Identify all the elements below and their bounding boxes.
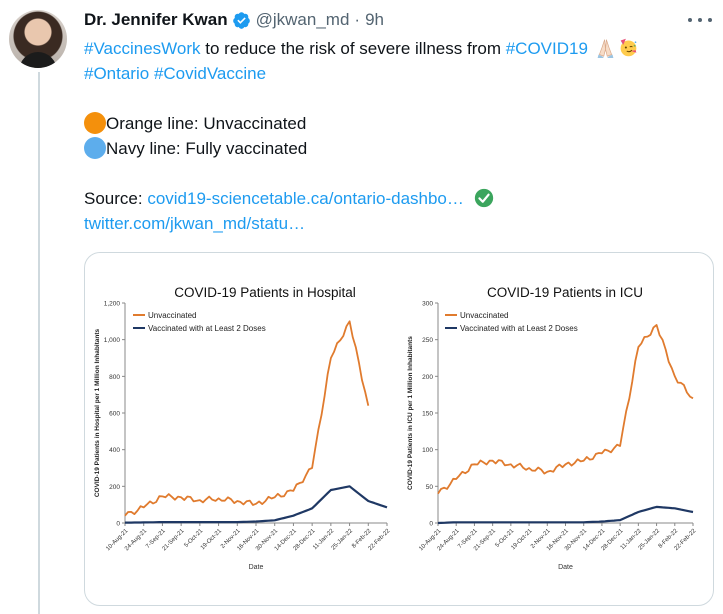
thread-line xyxy=(38,72,40,614)
icu-y-tick-label: 300 xyxy=(422,301,433,308)
tweet-text: #VaccinesWork to reduce the risk of seve… xyxy=(84,36,714,236)
twitter-link-line: twitter.com/jkwan_md/statu… xyxy=(84,211,714,236)
legend-navy-text: Navy line: Fully vaccinated xyxy=(106,139,308,158)
icu-series-unvaccinated-line xyxy=(437,324,694,495)
hospital-y-tick-label: 0 xyxy=(116,521,120,528)
hospital-y-tick-label: 800 xyxy=(109,374,120,381)
hospital-series-vaccinated-line xyxy=(125,485,388,524)
more-options-icon[interactable] xyxy=(688,10,712,30)
hospital-x-tick-label: 25-Jan-22 xyxy=(331,528,355,552)
icu-legend-label: Unvaccinated xyxy=(460,311,508,320)
legend-orange-line: Orange line: Unvaccinated xyxy=(84,111,714,136)
icu-legend-label: Vaccinated with at Least 2 Doses xyxy=(460,324,578,333)
hospital-x-axis-label: Date xyxy=(249,564,264,571)
legend-orange-text: Orange line: Unvaccinated xyxy=(106,114,307,133)
icu-y-tick-label: 150 xyxy=(422,411,433,418)
hospital-chart-title: COVID-19 Patients in Hospital xyxy=(174,285,356,300)
source-line: Source: covid19-sciencetable.ca/ontario-… xyxy=(84,186,714,211)
icu-y-tick-label: 0 xyxy=(429,521,433,528)
orange-circle-icon xyxy=(84,112,106,134)
hospital-y-tick-label: 200 xyxy=(109,484,120,491)
blank-line xyxy=(84,161,714,186)
tweet-line-1: #VaccinesWork to reduce the risk of seve… xyxy=(84,36,714,61)
author-name[interactable]: Dr. Jennifer Kwan xyxy=(84,10,228,29)
twitter-status-link[interactable]: twitter.com/jkwan_md/statu… xyxy=(84,214,306,233)
hospital-series-unvaccinated-line xyxy=(124,320,370,517)
partying-face-emoji-icon xyxy=(620,38,637,57)
hospital-y-tick-label: 1,200 xyxy=(104,301,121,308)
tweet-header: Dr. Jennifer Kwan @jkwan_md · 9h xyxy=(84,9,384,31)
blue-circle-icon xyxy=(84,137,106,159)
source-link[interactable]: covid19-sciencetable.ca/ontario-dashbo… xyxy=(147,189,464,208)
tweet-text-span: to reduce the risk of severe illness fro… xyxy=(200,39,506,58)
icu-y-tick-label: 250 xyxy=(422,337,433,344)
author-handle[interactable]: @jkwan_md xyxy=(255,10,350,29)
tweet-line-2: #Ontario #CovidVaccine xyxy=(84,61,714,86)
hospital-y-tick-label: 600 xyxy=(109,411,120,418)
hospital-x-tick-label: 19-Oct-21 xyxy=(200,528,224,552)
charts-svg: COVID-19 Patients in Hospital 0 200 400 600 8… xyxy=(94,285,698,571)
icu-chart-title: COVID-19 Patients in ICU xyxy=(487,285,643,300)
hospital-y-axis-label: COVID-19 Patients in Hospital per 1 Mill… xyxy=(94,328,101,497)
icu-y-axis-label: COVID-19 Patients in ICU per 1 Million I… xyxy=(407,336,414,490)
icu-series-vaccinated-line xyxy=(437,505,694,525)
icu-y-tick-label: 100 xyxy=(422,447,433,454)
hashtag-covid19[interactable]: #COVID19 xyxy=(505,39,588,58)
tweet-timestamp[interactable]: 9h xyxy=(365,10,384,29)
hashtag-vaccineswork[interactable]: #VaccinesWork xyxy=(84,39,201,58)
check-mark-button-icon xyxy=(474,188,493,208)
verified-badge-icon xyxy=(232,11,250,29)
icu-y-tick-label: 200 xyxy=(422,374,433,381)
folded-hands-emoji-icon xyxy=(597,39,614,58)
legend-navy-line: Navy line: Fully vaccinated xyxy=(84,136,714,161)
hospital-y-tick-label: 400 xyxy=(109,447,120,454)
hospital-legend-label: Unvaccinated xyxy=(148,311,196,320)
icu-x-axis-label: Date xyxy=(558,564,573,571)
source-label: Source: xyxy=(84,189,148,208)
hashtag-ontario[interactable]: #Ontario xyxy=(84,64,150,83)
blank-line xyxy=(84,86,714,111)
separator-dot: · xyxy=(354,10,361,29)
hospital-legend-label: Vaccinated with at Least 2 Doses xyxy=(148,324,266,333)
chart-image-card[interactable]: COVID-19 Patients in Hospital 0 200 400 600 8… xyxy=(84,252,714,606)
icu-y-tick-label: 50 xyxy=(426,484,434,491)
hashtag-covidvaccine[interactable]: #CovidVaccine xyxy=(153,64,267,83)
hospital-y-tick-label: 1,000 xyxy=(104,337,121,344)
avatar[interactable] xyxy=(9,10,67,68)
